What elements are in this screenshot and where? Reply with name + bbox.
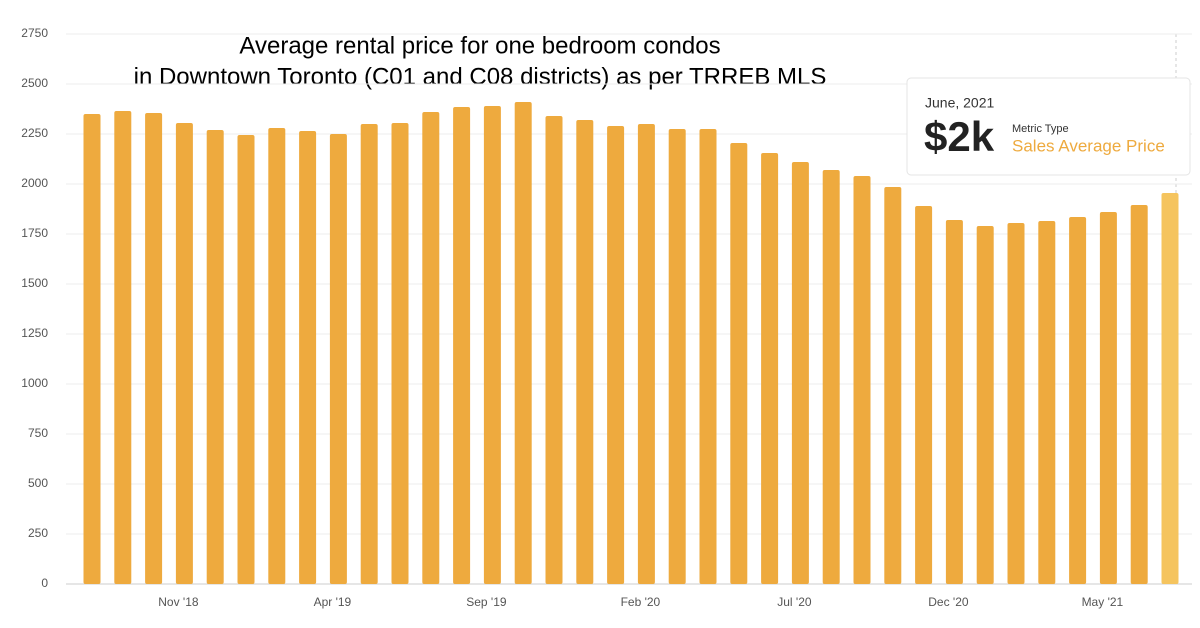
- x-tick-label: Feb '20: [621, 595, 661, 609]
- y-tick-label: 2500: [21, 76, 48, 90]
- bar: [699, 129, 717, 584]
- y-tick-label: 0: [41, 576, 48, 590]
- bar: [1038, 221, 1056, 584]
- y-tick-label: 1250: [21, 326, 48, 340]
- bar: [391, 123, 409, 584]
- bar: [1130, 205, 1148, 584]
- bar: [299, 131, 317, 584]
- y-tick-label: 1500: [21, 276, 48, 290]
- bar: [114, 111, 132, 584]
- x-tick-label: Apr '19: [314, 595, 352, 609]
- bar: [1007, 223, 1025, 584]
- bar: [329, 134, 347, 584]
- bar: [853, 176, 871, 584]
- y-tick-label: 2750: [21, 26, 48, 40]
- y-tick-label: 1750: [21, 226, 48, 240]
- plot: 0 250 500 750 1000 1250 1500 1750 2000 2250 2500 27…: [21, 26, 1192, 609]
- bar: [453, 107, 471, 584]
- tooltip-date: June, 2021: [925, 95, 994, 111]
- bar: [607, 126, 625, 584]
- bar: [915, 206, 933, 584]
- y-tick-label: 750: [28, 426, 48, 440]
- bar: [791, 162, 809, 584]
- chart-title: Average rental price for one bedroom con…: [239, 32, 720, 59]
- tooltip: June, 2021 $2k Metric Type Sales Average…: [906, 77, 1191, 176]
- bar: [175, 123, 193, 584]
- x-tick-label: Jul '20: [777, 595, 812, 609]
- bar: [83, 114, 101, 584]
- bar: [514, 102, 532, 584]
- bar: [668, 129, 686, 584]
- x-tick-label: Sep '19: [466, 595, 507, 609]
- bar: [884, 187, 902, 584]
- bar: [822, 170, 840, 584]
- tooltip-metric-label: Metric Type: [1012, 123, 1069, 135]
- bar: [1099, 212, 1117, 584]
- chart-title: in Downtown Toronto (C01 and C08 distric…: [134, 63, 827, 90]
- bar: [1161, 193, 1179, 584]
- bar: [1069, 217, 1087, 584]
- y-tick-label: 250: [28, 526, 48, 540]
- y-tick-label: 2250: [21, 126, 48, 140]
- bar: [730, 143, 748, 584]
- x-tick-label: Dec '20: [928, 595, 969, 609]
- tooltip-metric: Sales Average Price: [1012, 136, 1165, 155]
- y-tick-label: 500: [28, 476, 48, 490]
- bar: [945, 220, 963, 584]
- bar: [483, 106, 501, 584]
- bar: [268, 128, 286, 584]
- bar: [637, 124, 655, 584]
- x-tick-label: Nov '18: [158, 595, 199, 609]
- y-tick-label: 1000: [21, 376, 48, 390]
- bar: [545, 116, 563, 584]
- bar: [360, 124, 378, 584]
- bar: [237, 135, 255, 584]
- bar: [422, 112, 440, 584]
- bar: [206, 130, 224, 584]
- y-tick-label: 2000: [21, 176, 48, 190]
- bar: [761, 153, 779, 584]
- tooltip-value: $2k: [924, 113, 995, 160]
- x-tick-label: May '21: [1082, 595, 1124, 609]
- bar: [145, 113, 163, 584]
- bar: [976, 226, 994, 584]
- tooltip-box: [906, 77, 1191, 176]
- bar: [576, 120, 594, 584]
